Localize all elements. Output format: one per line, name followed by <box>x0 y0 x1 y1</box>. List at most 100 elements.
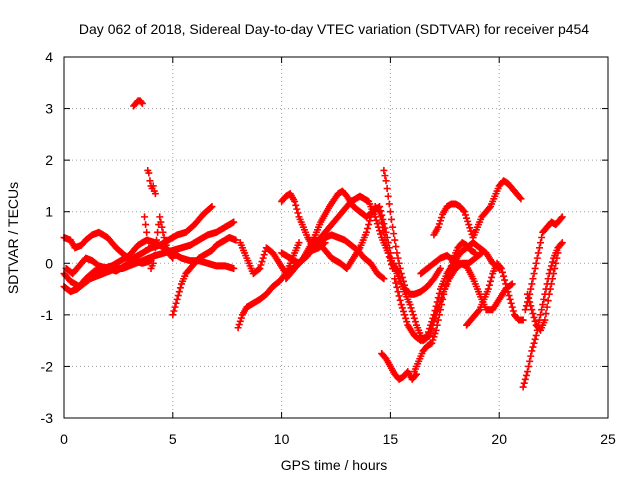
data-point <box>410 314 418 322</box>
data-point <box>365 221 373 229</box>
data-point <box>422 332 430 340</box>
data-point <box>445 270 453 278</box>
series-s16 <box>378 350 421 383</box>
data-point <box>552 259 560 267</box>
data-point <box>230 218 238 226</box>
data-point <box>409 311 417 319</box>
data-point <box>535 244 543 252</box>
data-point <box>446 266 454 274</box>
data-point <box>529 275 537 283</box>
data-point <box>234 324 242 332</box>
data-point <box>436 217 444 225</box>
data-point <box>534 249 542 257</box>
data-point <box>466 224 474 232</box>
data-point <box>291 197 299 205</box>
data-point <box>399 307 407 315</box>
data-point <box>554 249 562 257</box>
data-point <box>438 301 446 309</box>
data-point <box>530 339 538 347</box>
data-point <box>436 306 444 314</box>
data-point <box>138 99 146 107</box>
data-point <box>168 253 176 261</box>
data-point <box>408 307 416 315</box>
data-point <box>497 264 505 272</box>
data-point <box>171 303 179 311</box>
data-point <box>509 307 517 315</box>
data-point <box>386 208 394 216</box>
data-point <box>142 221 150 229</box>
data-point <box>152 236 160 244</box>
data-point <box>429 314 437 322</box>
data-point <box>549 275 557 283</box>
data-point <box>149 259 157 267</box>
data-point <box>427 321 435 329</box>
data-point <box>433 298 441 306</box>
data-point <box>390 230 398 238</box>
data-point <box>172 299 180 307</box>
data-point <box>381 172 389 180</box>
series-s22 <box>469 177 525 241</box>
data-point <box>538 234 546 241</box>
data-point <box>145 169 153 177</box>
series-s23 <box>463 259 527 329</box>
data-point <box>538 306 546 314</box>
data-point <box>208 203 216 211</box>
data-point <box>376 227 384 235</box>
data-point <box>384 192 392 200</box>
data-point <box>398 273 406 281</box>
data-point <box>441 285 449 293</box>
data-point <box>389 223 397 231</box>
data-point <box>394 288 402 296</box>
data-point <box>557 214 565 222</box>
data-point <box>543 303 551 311</box>
data-point <box>377 213 385 221</box>
data-point <box>407 304 415 312</box>
data-point <box>161 237 169 245</box>
data-point <box>255 265 263 273</box>
data-point <box>160 234 168 241</box>
data-point <box>150 252 158 260</box>
data-point <box>503 284 511 292</box>
data-point <box>175 288 183 296</box>
data-point <box>380 166 388 174</box>
data-point <box>379 274 387 282</box>
data-point <box>364 224 372 232</box>
data-point <box>256 264 264 272</box>
data-point <box>395 292 403 300</box>
data-point <box>382 177 390 185</box>
data-point <box>500 272 508 280</box>
data-point <box>379 223 387 231</box>
x-axis-title: GPS time / hours <box>281 457 388 473</box>
data-point <box>392 279 400 287</box>
data-point <box>522 371 530 379</box>
data-point <box>527 302 535 310</box>
data-point <box>380 228 388 236</box>
data-point <box>411 318 419 326</box>
data-point <box>444 273 452 281</box>
data-point <box>362 228 370 236</box>
data-point <box>475 307 483 315</box>
data-point <box>436 264 444 272</box>
data-point <box>292 201 300 209</box>
y-axis-title: SDTVAR / TECUs <box>5 182 21 294</box>
data-point <box>508 280 516 288</box>
data-point <box>505 292 513 300</box>
data-point <box>169 311 177 319</box>
data-point <box>176 284 184 292</box>
data-point <box>393 249 401 257</box>
data-point <box>434 294 442 302</box>
data-point <box>143 228 151 236</box>
data-point <box>467 227 475 235</box>
data-point <box>531 317 539 325</box>
data-point <box>366 217 374 225</box>
data-point <box>401 311 409 319</box>
data-point <box>162 241 170 249</box>
data-point <box>393 283 401 291</box>
data-point <box>382 239 390 247</box>
data-point <box>383 185 391 193</box>
data-point <box>447 262 455 270</box>
x-tick-label: 5 <box>169 431 177 447</box>
data-point <box>259 254 267 262</box>
data-point <box>443 277 451 285</box>
data-point <box>434 316 442 324</box>
